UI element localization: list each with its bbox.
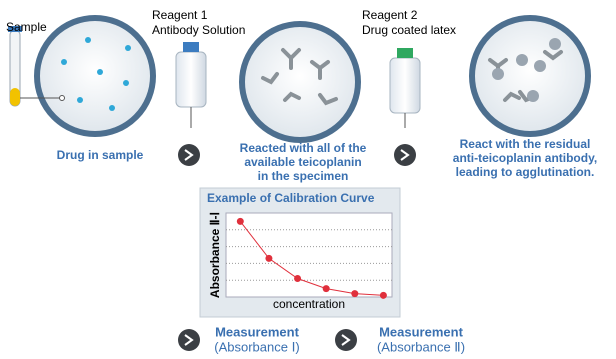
caption: available teicoplanin — [244, 155, 361, 169]
measurement-sub: (Absorbance Ⅱ) — [377, 339, 465, 354]
caption: leading to agglutination. — [456, 165, 595, 179]
molecules — [61, 37, 131, 111]
x-axis-label: concentration — [273, 297, 345, 311]
y-axis-label: Absorbance Ⅱ-Ⅰ — [208, 212, 222, 298]
measurement: Measurement — [379, 324, 463, 339]
point — [294, 275, 302, 283]
dish — [34, 15, 156, 137]
dishes — [34, 15, 591, 143]
point — [351, 290, 359, 298]
label: Reagent 2 — [362, 8, 418, 22]
point — [236, 217, 244, 225]
point — [379, 291, 387, 299]
dish — [469, 15, 591, 137]
latex — [492, 38, 561, 102]
arrows — [178, 144, 416, 351]
caption: anti-teicoplanin antibody, — [453, 151, 597, 165]
label: Sample — [6, 20, 47, 34]
measurement: Measurement — [215, 324, 299, 339]
bottles — [175, 42, 421, 128]
curve — [239, 221, 384, 296]
label: Antibody Solution — [152, 23, 245, 37]
caption: Reacted with all of the — [240, 141, 367, 155]
caption: React with the residual — [460, 137, 591, 151]
measurement-sub: (Absorbance Ⅰ) — [214, 339, 299, 354]
label: Drug coated latex — [362, 23, 456, 37]
caption: Drug in sample — [57, 148, 144, 162]
tube — [8, 26, 65, 107]
chart-title: Example of Calibration Curve — [207, 191, 375, 205]
label: Reagent 1 — [152, 8, 208, 22]
dish — [239, 21, 361, 143]
plot-area — [225, 212, 393, 298]
point — [322, 285, 330, 293]
caption: in the specimen — [258, 169, 349, 183]
point — [265, 254, 273, 262]
